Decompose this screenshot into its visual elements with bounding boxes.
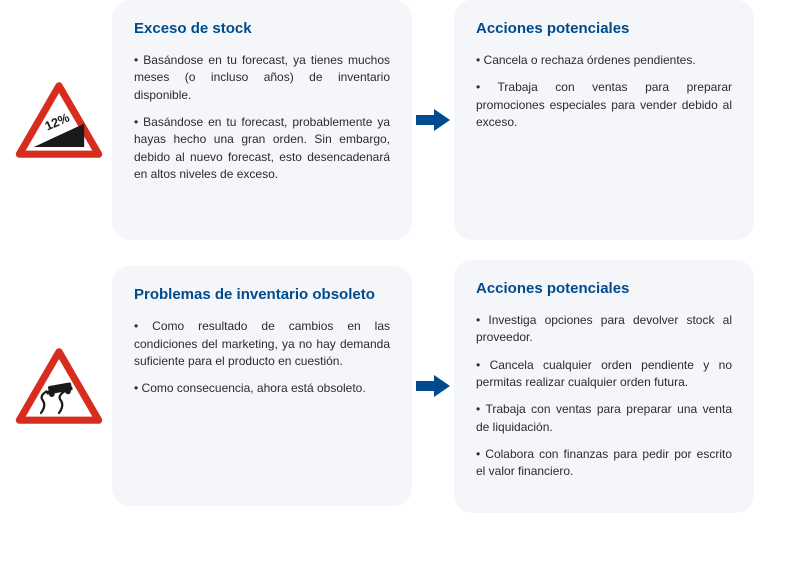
bullet: • Cancela cualquier orden pendiente y no… (476, 357, 732, 392)
right-card: Acciones potenciales • Cancela o rechaza… (454, 0, 754, 240)
bullet: • Basándose en tu forecast, probablement… (134, 114, 390, 184)
bullet: • Como consecuencia, ahora está obsoleto… (134, 380, 390, 397)
left-card: Problemas de inventario obsoleto • Como … (112, 266, 412, 506)
info-row: 12% Exceso de stock • Basándose en tu fo… (0, 0, 800, 240)
bullet: • Cancela o rechaza órdenes pendientes. (476, 52, 732, 69)
bullet: • Trabaja con ventas para preparar promo… (476, 79, 732, 131)
warning-sign-icon: 12% (14, 80, 104, 160)
bullet: • Como resultado de cambios en las condi… (134, 318, 390, 370)
arrow-icon (416, 107, 450, 133)
info-row: Problemas de inventario obsoleto • Como … (0, 260, 800, 513)
bullet: • Colabora con finanzas para pedir por e… (476, 446, 732, 481)
card-title: Problemas de inventario obsoleto (134, 284, 390, 306)
bullet: • Basándose en tu forecast, ya tienes mu… (134, 52, 390, 104)
bullet: • Investiga opciones para devolver stock… (476, 312, 732, 347)
card-title: Acciones potenciales (476, 18, 732, 40)
bullet: • Trabaja con ventas para preparar una v… (476, 401, 732, 436)
warning-sign-icon (14, 346, 104, 426)
card-title: Exceso de stock (134, 18, 390, 40)
card-title: Acciones potenciales (476, 278, 732, 300)
arrow-icon (416, 373, 450, 399)
left-card: Exceso de stock • Basándose en tu foreca… (112, 0, 412, 240)
right-card: Acciones potenciales • Investiga opcione… (454, 260, 754, 513)
